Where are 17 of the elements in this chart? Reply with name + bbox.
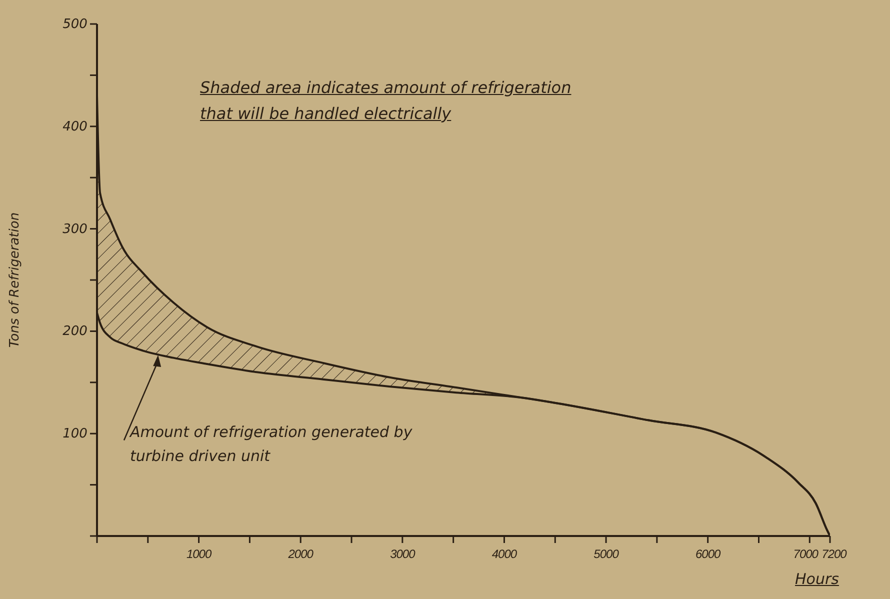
x-axis-title: Hours [795,570,839,588]
annotation: Shaded area indicates amount of refrigeration that will be handled electrically [200,77,572,125]
x-tick-label: 2000 [287,547,314,561]
x-tick-label: 6000 [695,547,722,561]
annotation: Amount of refrigeration generated by turbine driven unit [130,422,414,467]
x-tick-label: 7000 [793,547,819,561]
y-tick-label: 300 [62,222,88,237]
y-tick-label: 500 [62,17,88,32]
x-tick-label: 3000 [390,547,416,561]
x-tick-label: 4000 [492,547,518,561]
y-tick-label: 200 [62,324,88,340]
x-tick-label: 5000 [594,547,620,561]
x-tick-label: 7200 [822,547,848,561]
x-tick-label: 1000 [186,547,212,561]
y-tick-label: 400 [62,119,88,134]
y-tick-label: 100 [62,426,88,442]
y-axis-title: Tons of Refrigeration [8,212,23,348]
